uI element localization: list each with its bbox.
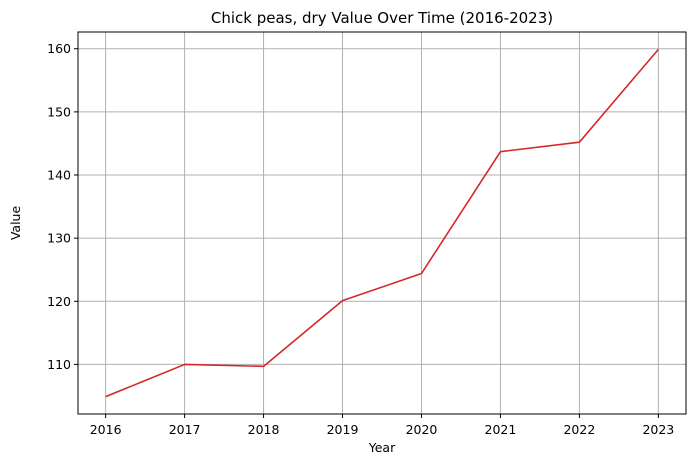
x-tick-label: 2019 xyxy=(327,422,359,437)
x-tick-label: 2018 xyxy=(248,422,280,437)
series-layer xyxy=(103,47,661,399)
x-tick-label: 2020 xyxy=(406,422,438,437)
data-point xyxy=(498,149,503,154)
y-tick-label: 110 xyxy=(47,357,71,372)
y-tick-label: 160 xyxy=(47,41,71,56)
x-axis-label: Year xyxy=(368,440,396,455)
data-point xyxy=(577,140,582,145)
y-tick-label: 150 xyxy=(47,104,71,119)
y-tick-label: 120 xyxy=(47,294,71,309)
x-axis: 2016 2017 2018 2019 2020 2021 2022 2023 xyxy=(90,414,674,437)
plot-frame xyxy=(77,31,687,415)
x-tick-label: 2021 xyxy=(485,422,517,437)
data-point xyxy=(340,298,345,303)
data-point xyxy=(419,271,424,276)
x-tick-label: 2022 xyxy=(563,422,595,437)
series-line xyxy=(105,48,659,398)
y-axis-label: Value xyxy=(8,206,23,241)
x-tick-label: 2017 xyxy=(169,422,201,437)
grid xyxy=(78,32,686,414)
x-tick-label: 2016 xyxy=(90,422,122,437)
data-point xyxy=(261,364,266,369)
data-point xyxy=(103,394,108,399)
chart-title: Chick peas, dry Value Over Time (2016-20… xyxy=(211,9,553,27)
y-axis: 110 120 130 140 150 160 xyxy=(47,41,78,372)
y-tick-label: 140 xyxy=(47,168,71,183)
x-tick-label: 2023 xyxy=(642,422,674,437)
data-point xyxy=(182,362,187,367)
data-point xyxy=(656,47,661,52)
y-tick-label: 130 xyxy=(47,231,71,246)
